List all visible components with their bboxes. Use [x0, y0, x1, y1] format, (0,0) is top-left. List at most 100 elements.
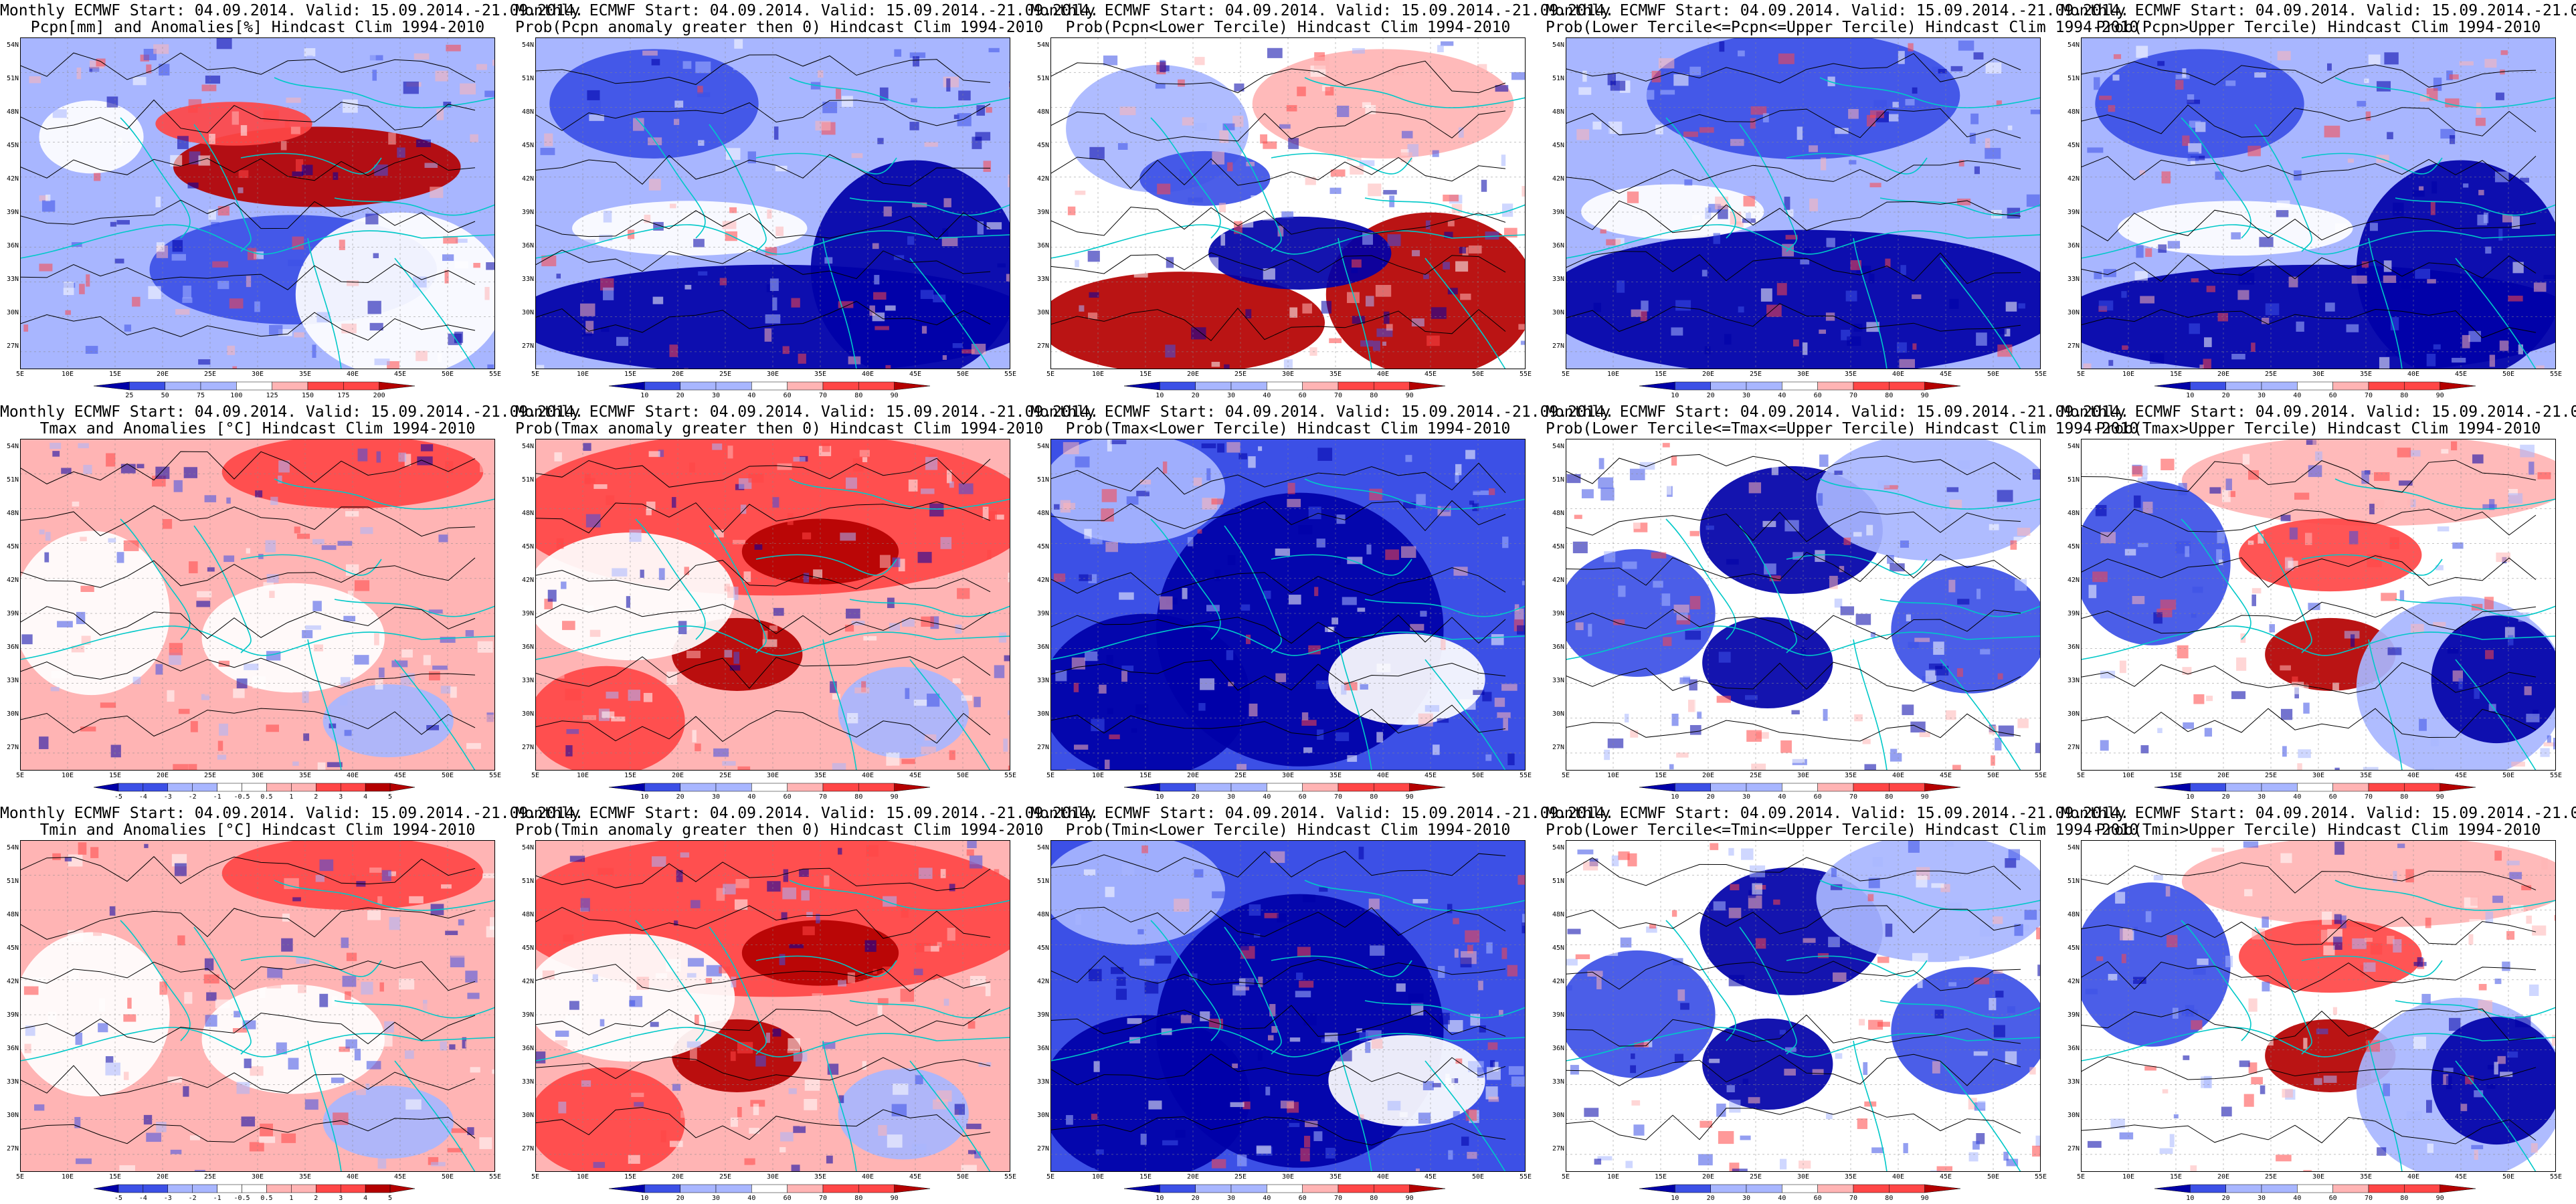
latitude-label: 51N — [1036, 75, 1049, 82]
longitude-label: 50E — [441, 772, 454, 779]
colorbar-tick-label: 5 — [388, 1195, 392, 1201]
colorbar-tick-label: 80 — [854, 1195, 862, 1201]
latitude-label: 48N — [1036, 510, 1049, 517]
latitude-label: 39N — [1552, 209, 1564, 216]
colorbar: 10 20 30 40 60 70 80 90 — [1639, 381, 1961, 399]
colorbar-tick-label: 20 — [2222, 1195, 2230, 1201]
longitude-label: 55E — [2034, 772, 2047, 779]
latitude-label: 33N — [6, 276, 19, 283]
colorbar-segment — [1123, 783, 1160, 792]
latitude-label: 36N — [521, 643, 534, 651]
latitude-label: 27N — [1036, 744, 1049, 751]
colorbar-segment — [1267, 1184, 1303, 1193]
colorbar-segment — [822, 1184, 859, 1193]
colorbar-tick-label: 60 — [2329, 392, 2337, 399]
longitude-label: 10E — [576, 371, 589, 378]
colorbar-segment — [1710, 783, 1747, 792]
longitude-label: 35E — [298, 772, 312, 779]
colorbar-segment — [858, 783, 895, 792]
latitude-label: 39N — [6, 610, 19, 617]
longitude-label: 40E — [1892, 1173, 1905, 1181]
latitude-label: 36N — [2067, 643, 2080, 651]
longitude-label: 50E — [956, 772, 970, 779]
colorbar-tick-label: 70 — [2365, 793, 2373, 800]
map-field — [1566, 439, 2041, 771]
colorbar-tick-label: 80 — [2400, 793, 2408, 800]
colorbar-segment — [644, 381, 680, 391]
latitude-label: 48N — [1036, 911, 1049, 918]
longitude-label: 20E — [671, 1173, 684, 1181]
latitude-label: 48N — [6, 108, 19, 116]
map-field — [1566, 37, 2041, 369]
longitude-label: 45E — [1939, 1173, 1952, 1181]
colorbar-segment — [1924, 1184, 1961, 1193]
longitude-label: 15E — [108, 772, 122, 779]
latitude-label: 33N — [6, 1078, 19, 1086]
colorbar-tick-label: 1 — [289, 793, 293, 800]
colorbar-segment — [1409, 381, 1446, 391]
latitude-label: 54N — [1552, 443, 1564, 450]
colorbar-segment — [200, 381, 237, 391]
colorbar-segment — [1924, 783, 1961, 792]
longitude-label: 20E — [1701, 1173, 1715, 1181]
colorbar: 10 20 30 40 60 70 80 90 — [608, 381, 931, 399]
longitude-label: 50E — [956, 1173, 970, 1181]
latitude-label: 33N — [1036, 1078, 1049, 1086]
panel-title-line-1: Monthly ECMWF Start: 04.09.2014. Valid: … — [515, 403, 1099, 421]
longitude-label: 30E — [2312, 371, 2325, 378]
longitude-label: 30E — [251, 1173, 264, 1181]
colorbar-tick-label: 60 — [784, 1195, 792, 1201]
latitude-label: 39N — [521, 209, 534, 216]
latitude-label: 54N — [2067, 443, 2080, 450]
colorbar-tick-label: -3 — [164, 793, 172, 800]
longitude-label: 55E — [1004, 1173, 1017, 1181]
longitude-label: 50E — [1987, 772, 2000, 779]
longitude-label: 10E — [576, 1173, 589, 1181]
colorbar-segment — [751, 1184, 788, 1193]
colorbar-segment — [894, 1184, 931, 1193]
latitude-label: 39N — [6, 1011, 19, 1019]
colorbar-segment — [1302, 783, 1339, 792]
panel-title-line-1: Monthly ECMWF Start: 04.09.2014. Valid: … — [1546, 403, 2130, 421]
colorbar-segment — [2261, 1184, 2298, 1193]
longitude-label: 15E — [2169, 371, 2183, 378]
longitude-label: 50E — [441, 371, 454, 378]
latitude-label: 30N — [1552, 710, 1564, 718]
longitude-label: 25E — [1234, 772, 1247, 779]
colorbar-tick-label: 60 — [1814, 392, 1822, 399]
colorbar-tick-label: 20 — [1192, 1195, 1200, 1201]
colorbar-tick-label: 20 — [676, 1195, 684, 1201]
longitude-label: 35E — [1329, 772, 1342, 779]
colorbar-segment — [1639, 783, 1675, 792]
latitude-label: 39N — [1552, 610, 1564, 617]
colorbar-segment — [1675, 783, 1711, 792]
latitude-label: 54N — [1036, 844, 1049, 851]
colorbar-tick-label: 80 — [854, 392, 862, 399]
colorbar-segment — [2368, 381, 2405, 391]
colorbar-tick-label: 70 — [819, 793, 827, 800]
longitude-label: 55E — [1519, 371, 1532, 378]
longitude-label: 5E — [15, 371, 25, 378]
colorbar-tick-label: 30 — [2258, 1195, 2266, 1201]
longitude-label: 35E — [1844, 772, 1857, 779]
longitude-label: 55E — [2034, 1173, 2047, 1181]
colorbar-segment — [2297, 783, 2333, 792]
colorbar-tick-label: 70 — [1334, 1195, 1342, 1201]
longitude-label: 50E — [1987, 1173, 2000, 1181]
latitude-label: 42N — [6, 175, 19, 183]
longitude-label: 20E — [1701, 772, 1715, 779]
colorbar-segment — [93, 381, 130, 391]
longitude-label: 10E — [61, 371, 74, 378]
latitude-label: 51N — [2067, 476, 2080, 484]
colorbar-tick-label: 90 — [1921, 1195, 1929, 1201]
colorbar-tick-label: 30 — [1742, 392, 1750, 399]
longitude-label: 40E — [861, 371, 875, 378]
latitude-label: 48N — [521, 510, 534, 517]
latitude-label: 54N — [6, 443, 19, 450]
latitude-label: 39N — [2067, 1011, 2080, 1019]
colorbar-tick-label: 90 — [891, 793, 899, 800]
colorbar-segment — [1782, 381, 1818, 391]
colorbar-segment — [217, 1184, 242, 1193]
map-panel: Monthly ECMWF Start: 04.09.2014. Valid: … — [2061, 401, 2576, 803]
colorbar-segment — [1160, 1184, 1196, 1193]
